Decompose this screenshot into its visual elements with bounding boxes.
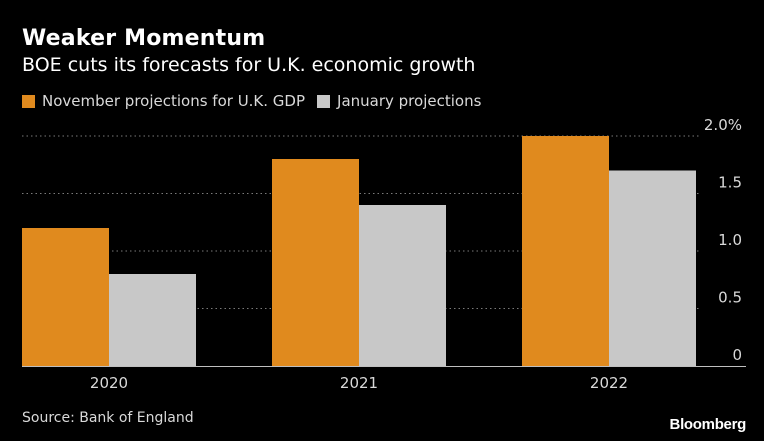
legend-label-november: November projections for U.K. GDP (42, 92, 306, 110)
bar-november-2020 (22, 228, 109, 366)
legend-item-november: November projections for U.K. GDP (22, 92, 305, 110)
x-tick-label: 2021 (340, 374, 378, 392)
chart-subtitle: BOE cuts its forecasts for U.K. economic… (22, 54, 476, 76)
y-tick-label: 1.5 (718, 174, 742, 192)
y-tick-label: 1.0 (718, 231, 742, 249)
y-tick-label: 0.5 (718, 289, 742, 307)
bar-november-2022 (522, 136, 609, 366)
chart-title: Weaker Momentum (22, 26, 266, 51)
bloomberg-logo: Bloomberg (669, 416, 747, 433)
x-tick-label: 2022 (590, 374, 628, 392)
bar-november-2021 (272, 159, 359, 366)
y-tick-label: 0 (732, 346, 742, 364)
y-tick-label: 2.0% (704, 116, 742, 134)
legend-label-january: January projections (337, 92, 482, 110)
legend-swatch-november (22, 94, 35, 108)
chart-legend: November projections for U.K. GDP Januar… (22, 92, 493, 110)
x-tick-label: 2020 (90, 374, 128, 392)
legend-item-january: January projections (317, 92, 481, 110)
bar-january-2020 (109, 274, 196, 366)
legend-swatch-january (317, 94, 331, 108)
bar-january-2021 (359, 205, 446, 366)
source-note: Source: Bank of England (22, 410, 194, 426)
bar-january-2022 (609, 170, 696, 366)
